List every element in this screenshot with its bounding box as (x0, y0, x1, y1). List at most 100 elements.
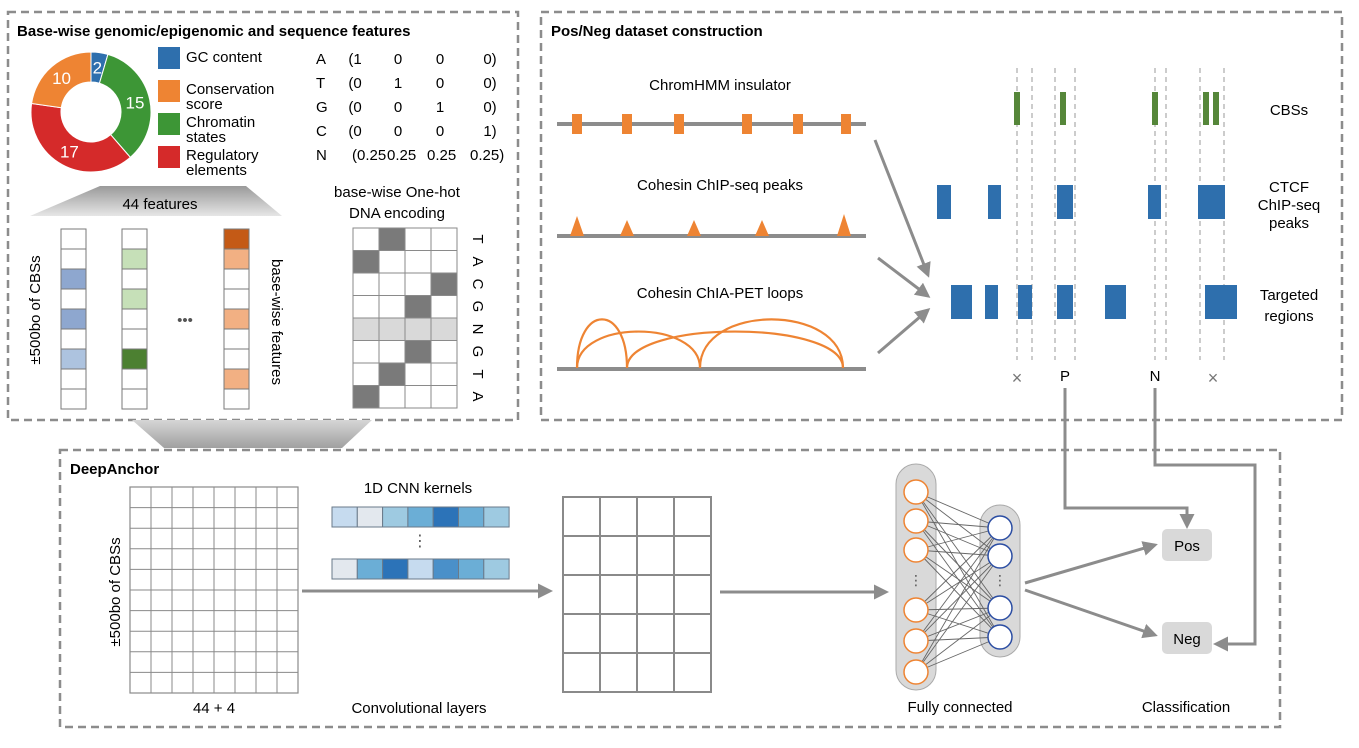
cohesin-peak (837, 214, 851, 236)
fc-connection (915, 520, 1001, 557)
onehot-value: 1) (483, 123, 496, 140)
onehot-cell (378, 340, 406, 364)
onehot-cell (378, 250, 406, 274)
legend-swatch (158, 113, 180, 135)
insulator-mark (841, 114, 851, 134)
fc-ellipsis-2: ⋮ (993, 572, 1007, 588)
kernel-cell (331, 558, 358, 580)
arrow-to-neg (1024, 588, 1158, 639)
sequence-letter: T (469, 369, 486, 378)
fc-connection (915, 609, 1001, 638)
cbs-label: CBSs (1270, 102, 1308, 119)
track-label-insulator: ChromHMM insulator (649, 77, 791, 94)
legend-label: Chromatin (186, 114, 255, 131)
encoding-label-1: base-wise One-hot (334, 184, 461, 201)
sequence-letter: G (469, 301, 486, 313)
onehot-cell (404, 295, 432, 319)
onehot-cell (430, 227, 458, 251)
fc-node-orange (903, 508, 929, 534)
onehot-cell (404, 362, 432, 386)
features-trapezoid (30, 186, 282, 216)
insulator-mark (674, 114, 684, 134)
legend-label: Conservation (186, 81, 274, 98)
kernel-cell (356, 506, 384, 528)
legend-swatch (158, 47, 180, 69)
fc-connection (915, 607, 1001, 611)
onehot-cell (404, 272, 432, 296)
feature-cell (121, 388, 148, 410)
onehot-value: 1 (394, 75, 402, 92)
fc-connection (915, 549, 1001, 638)
legend-label: GC content (186, 49, 263, 66)
legend-label: states (186, 129, 226, 146)
onehot-value: 1 (436, 99, 444, 116)
mark-x-left: × (1012, 368, 1023, 388)
fc-connection (915, 491, 1001, 529)
onehot-table: A (1 0 0 0)T (0 1 0 0)G (0 0 1 0)C (0 0 0 1)N (0.25 0.25 0.… (316, 51, 504, 164)
feature-cell (121, 348, 148, 370)
onehot-value: (1 (348, 51, 361, 68)
onehot-cell (404, 250, 432, 274)
feature-cell (121, 248, 148, 270)
targeted-block (1105, 285, 1126, 319)
fc-connection (915, 555, 1001, 611)
donut-slice-label: 2 (93, 58, 102, 77)
targeted-block (1205, 285, 1237, 319)
legend-swatch (158, 146, 180, 168)
targeted-label-2: regions (1264, 308, 1313, 325)
neg-label: Neg (1173, 631, 1201, 648)
cbs-block (1203, 92, 1209, 125)
fc-connection (915, 491, 1001, 609)
cohesin-peak (570, 216, 584, 236)
onehot-cell (378, 385, 406, 409)
kernel-cell (382, 506, 409, 528)
onehot-cell (430, 317, 458, 341)
onehot-value: 0.25) (470, 147, 504, 164)
mark-n: N (1150, 368, 1161, 385)
fc-label: Fully connected (907, 699, 1012, 716)
onehot-value: 0) (483, 51, 496, 68)
onehot-cell (352, 340, 380, 364)
kernel-cell (407, 558, 434, 580)
donut-slice (30, 102, 131, 173)
onehot-value: 0.25 (387, 147, 416, 164)
kernel-cell (331, 506, 358, 528)
targeted-block (1057, 285, 1073, 319)
onehot-cell (430, 295, 458, 319)
onehot-cell (352, 362, 380, 386)
onehot-value: 0) (483, 99, 496, 116)
conv-label: Convolutional layers (351, 700, 486, 717)
onehot-cell (378, 272, 406, 296)
fc-connection (915, 527, 1001, 611)
ctcf-block (1148, 185, 1161, 219)
ctcf-label-2: ChIP-seq (1258, 197, 1321, 214)
feature-columns (60, 228, 250, 410)
onehot-cell (378, 362, 406, 386)
features-panel: Base-wise genomic/epigenomic and sequenc… (6, 10, 520, 422)
sequence-letter: A (469, 391, 486, 401)
onehot-cell (352, 295, 380, 319)
fc-connection (915, 527, 1001, 551)
feature-cell (223, 328, 250, 350)
feature-cell (223, 228, 250, 250)
onehot-value: (0 (348, 123, 361, 140)
onehot-base: G (316, 99, 328, 116)
kernel-cell (356, 558, 384, 580)
posneg-panel-title: Pos/Neg dataset construction (551, 23, 763, 40)
chiapet-loop (625, 330, 845, 369)
fc-connection (915, 549, 1001, 609)
n-to-neg-connector (1153, 388, 1257, 652)
fc-connection (915, 636, 1001, 673)
sequence-letter: C (469, 279, 486, 290)
chiapet-loop (575, 330, 702, 369)
arrow-loops (877, 308, 931, 355)
donut-slice (31, 51, 92, 109)
ctcf-block (937, 185, 951, 219)
legend-label: elements (186, 162, 247, 179)
fc-connection (915, 555, 1001, 642)
sequence-letter: G (469, 346, 486, 358)
onehot-base: N (316, 147, 327, 164)
ctcf-label-1: CTCF (1269, 179, 1309, 196)
chiapet-loop (575, 318, 629, 369)
